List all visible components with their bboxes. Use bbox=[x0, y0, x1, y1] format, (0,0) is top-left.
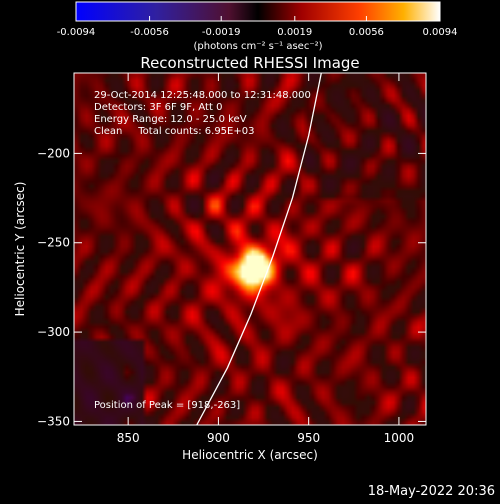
colorbar-tick-label: -0.0056 bbox=[130, 27, 169, 38]
colorbar-tick-label: 0.0056 bbox=[349, 27, 384, 38]
y-tick-label: −250 bbox=[37, 236, 70, 250]
x-tick-label: 1000 bbox=[384, 431, 415, 445]
solar-limb-line bbox=[196, 73, 322, 425]
y-tick-label: −200 bbox=[37, 146, 70, 160]
colorbar-tick-label: -0.0019 bbox=[202, 27, 241, 38]
annotation-peak-position: Position of Peak = [918,-263] bbox=[94, 400, 240, 411]
annotation-time-range: 29-Oct-2014 12:25:48.000 to 12:31:48.000 bbox=[94, 90, 311, 101]
x-axis-label: Heliocentric X (arcsec) bbox=[182, 448, 318, 462]
heatmap-image bbox=[74, 73, 426, 425]
footer-date: 18-May-2022 20:36 bbox=[368, 484, 495, 499]
y-tick-label: −300 bbox=[37, 325, 70, 339]
colorbar-ticks: -0.0094 -0.0056 -0.0019 0.0019 0.0056 0.0094 bbox=[57, 16, 458, 38]
x-tick-label: 900 bbox=[207, 431, 230, 445]
annotation-clean: Clean Total counts: 6.95E+03 bbox=[94, 126, 254, 137]
y-axis-label: Heliocentric Y (arcsec) bbox=[13, 182, 27, 317]
colorbar-units: (photons cm⁻² s⁻¹ asec⁻²) bbox=[193, 41, 322, 52]
plot-frame bbox=[73, 72, 427, 426]
heatmap-area bbox=[74, 73, 426, 425]
annotation-detectors: Detectors: 3F 6F 9F, Att 0 bbox=[94, 102, 222, 113]
colorbar-tick-label: 0.0019 bbox=[277, 27, 312, 38]
chart-title: Reconstructed RHESSI Image bbox=[140, 54, 359, 72]
colorbar-tick-label: -0.0094 bbox=[57, 27, 96, 38]
colorbar bbox=[75, 1, 441, 22]
annotation-energy: Energy Range: 12.0 - 25.0 keV bbox=[94, 114, 247, 125]
x-tick-label: 950 bbox=[297, 431, 320, 445]
y-tick-label: −350 bbox=[37, 414, 70, 428]
x-axis-ticks: 850 900 950 1000 bbox=[117, 73, 414, 445]
colorbar-tick-label: 0.0094 bbox=[423, 27, 458, 38]
y-axis-ticks: −200 −250 −300 −350 bbox=[37, 146, 426, 428]
x-tick-label: 850 bbox=[117, 431, 140, 445]
